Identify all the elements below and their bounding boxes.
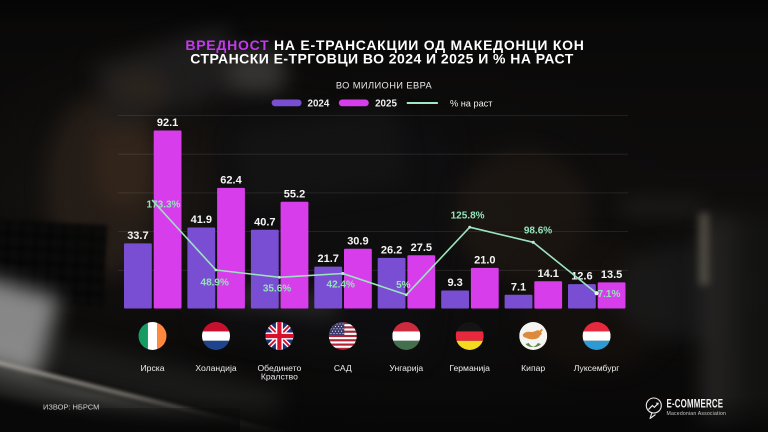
- svg-text:Германија: Германија: [449, 363, 490, 373]
- svg-text:42.4%: 42.4%: [327, 280, 355, 291]
- svg-text:55.2: 55.2: [284, 188, 305, 200]
- svg-text:21.7: 21.7: [317, 253, 338, 265]
- svg-text:125.8%: 125.8%: [451, 210, 485, 221]
- svg-text:30.9: 30.9: [347, 235, 368, 247]
- svg-text:7.1%: 7.1%: [598, 289, 621, 300]
- svg-text:98.6%: 98.6%: [524, 225, 552, 236]
- svg-text:12.6: 12.6: [571, 271, 592, 283]
- svg-text:35.6%: 35.6%: [263, 283, 291, 294]
- svg-text:Кипар: Кипар: [521, 363, 545, 373]
- svg-text:ВО МИЛИОНИ ЕВРА: ВО МИЛИОНИ ЕВРА: [336, 81, 433, 91]
- svg-text:Кралство: Кралство: [261, 372, 298, 382]
- svg-text:E-COMMERCE: E-COMMERCE: [667, 398, 724, 411]
- svg-text:14.1: 14.1: [537, 268, 558, 280]
- svg-text:СТРАНСКИ Е-ТРГОВЦИ ВО 2024 И 2: СТРАНСКИ Е-ТРГОВЦИ ВО 2024 И 2025 И % НА…: [190, 51, 573, 67]
- svg-text:33.7: 33.7: [127, 230, 148, 242]
- svg-text:27.5: 27.5: [411, 242, 432, 254]
- svg-text:48.9%: 48.9%: [201, 278, 229, 289]
- svg-text:9.3: 9.3: [447, 277, 462, 289]
- svg-text:26.2: 26.2: [381, 245, 402, 257]
- svg-text:7.1: 7.1: [511, 281, 526, 293]
- svg-text:62.4: 62.4: [220, 175, 242, 187]
- svg-text:САД: САД: [334, 363, 352, 373]
- svg-text:Унгарија: Унгарија: [389, 363, 423, 373]
- svg-text:% на раст: % на раст: [450, 99, 493, 109]
- svg-text:173.3%: 173.3%: [147, 200, 181, 211]
- svg-text:ВРЕДНОСТ НА Е-ТРАНСАКЦИИ ОД МА: ВРЕДНОСТ НА Е-ТРАНСАКЦИИ ОД МАКЕДОНЦИ КО…: [185, 37, 584, 53]
- svg-text:2025: 2025: [375, 99, 397, 110]
- svg-text:Холандија: Холандија: [195, 363, 236, 373]
- svg-text:41.9: 41.9: [191, 214, 212, 226]
- svg-text:Луксембург: Луксембург: [574, 363, 620, 373]
- svg-text:ИЗВОР: НБРСМ: ИЗВОР: НБРСМ: [43, 403, 99, 412]
- svg-text:Macedonian Association: Macedonian Association: [667, 411, 727, 417]
- svg-text:21.0: 21.0: [474, 255, 495, 267]
- svg-text:Обединето: Обединето: [258, 363, 302, 373]
- svg-text:40.7: 40.7: [254, 216, 275, 228]
- svg-text:2024: 2024: [308, 99, 330, 110]
- svg-text:92.1: 92.1: [157, 117, 178, 129]
- svg-text:13.5: 13.5: [601, 269, 622, 281]
- svg-text:5%: 5%: [396, 280, 411, 291]
- svg-text:Ирска: Ирска: [141, 363, 165, 373]
